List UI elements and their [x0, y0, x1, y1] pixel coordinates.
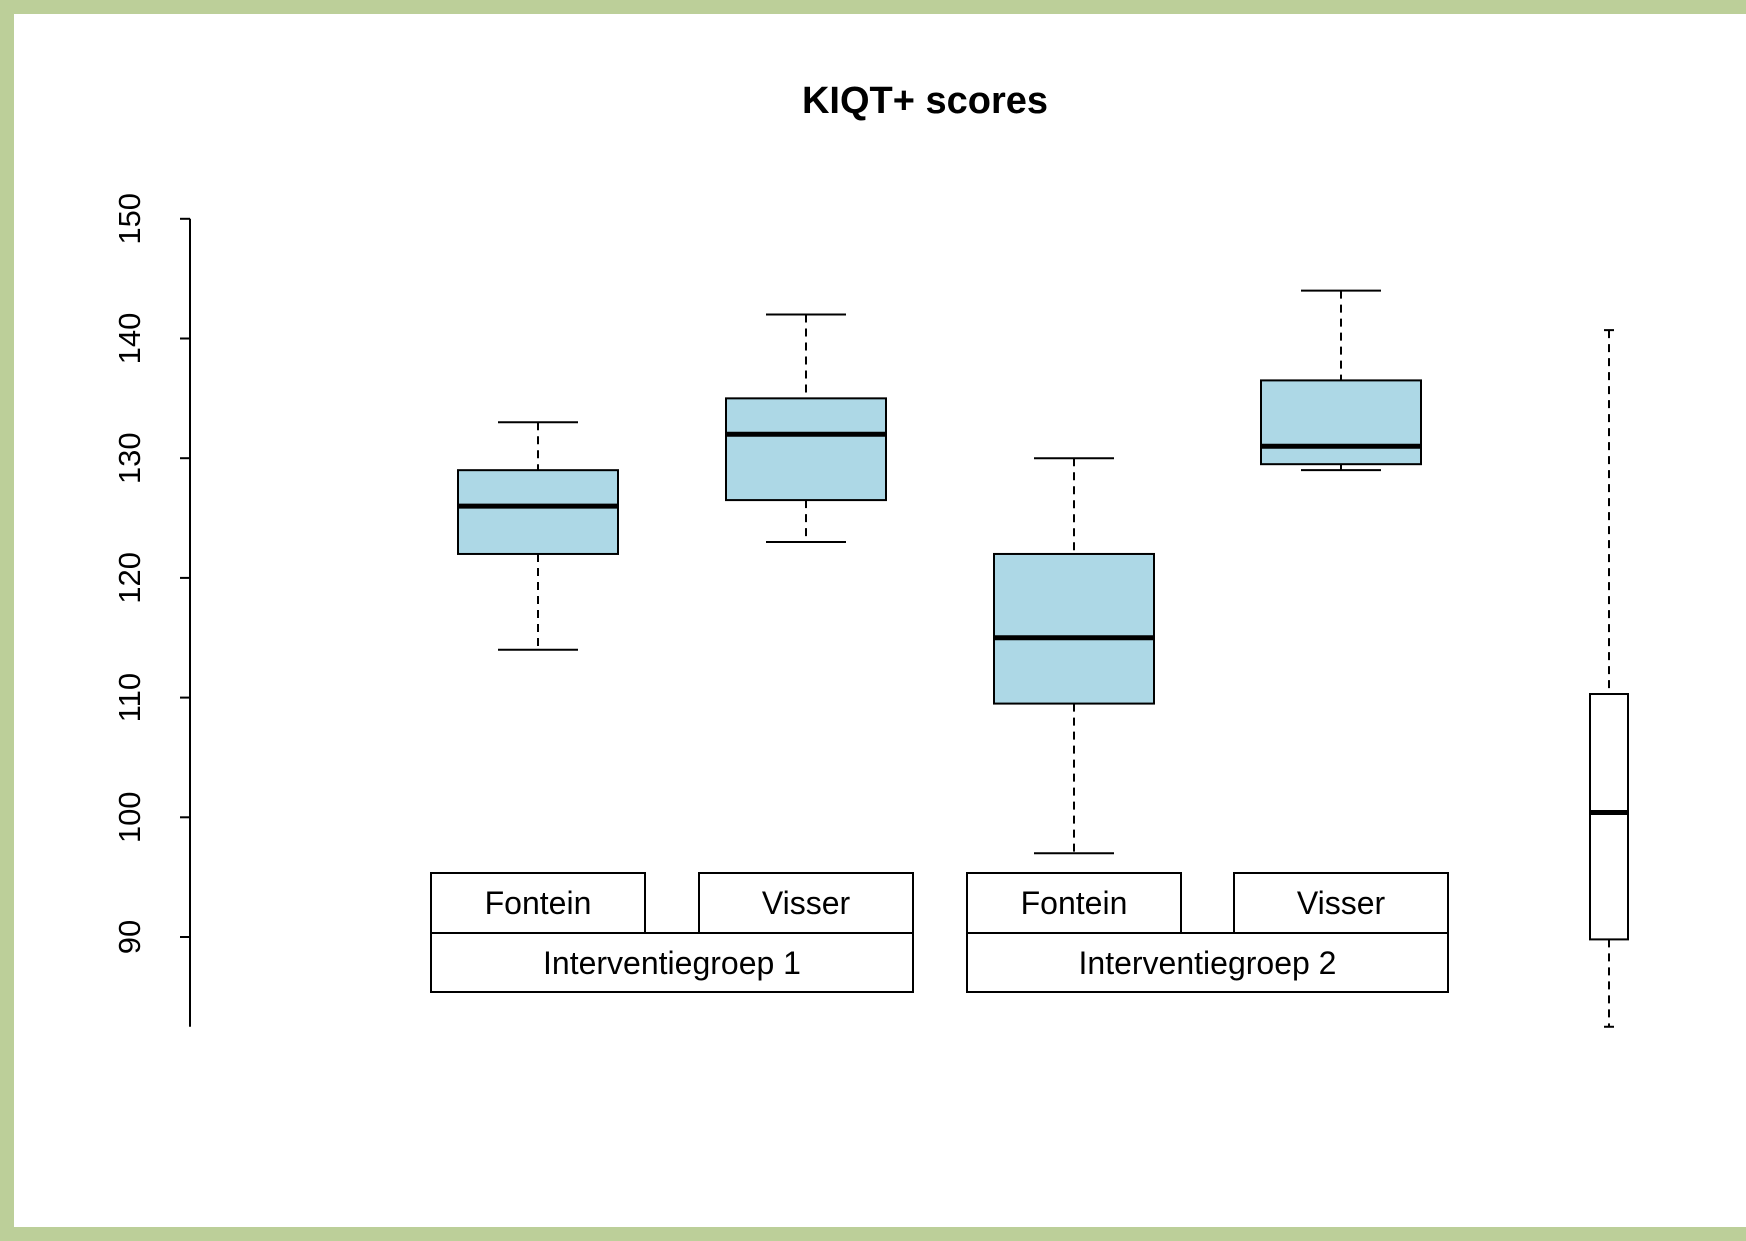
iqr-box [1589, 693, 1629, 941]
box-4 [1260, 289, 1422, 472]
sub-label-box [1233, 872, 1449, 934]
category-labels-layer: Fontein Visser Interventiegroep 1 Fontein Vi… [430, 872, 1449, 993]
y-axis: 90 100 110 120 130 140 150 [112, 193, 191, 1027]
box-2 [725, 313, 887, 543]
iqr-box [1260, 379, 1422, 466]
sub-label: Visser [1297, 885, 1386, 921]
sub-label: Fontein [1021, 885, 1128, 921]
group-label-box [966, 932, 1449, 993]
y-tick-label: 150 [112, 193, 147, 245]
y-tick-label: 140 [112, 313, 147, 365]
y-tick-label: 120 [112, 552, 147, 604]
iqr-box [457, 469, 619, 555]
y-tick-label: 130 [112, 432, 147, 484]
sub-label-box [698, 872, 914, 934]
box-5 [1589, 329, 1629, 1028]
y-tick-label: 100 [112, 791, 147, 843]
y-tick-label: 110 [112, 673, 147, 722]
box-3 [993, 457, 1155, 855]
sub-label: Visser [762, 885, 851, 921]
y-tick-label: 90 [112, 920, 147, 954]
boxes-layer [457, 289, 1629, 1028]
chart-title: KIQT+ scores [802, 80, 1048, 122]
sub-label-box [966, 872, 1182, 934]
iqr-box [725, 397, 887, 502]
group-label: Interventiegroep 1 [543, 945, 801, 981]
group-label: Interventiegroep 2 [1079, 945, 1337, 981]
group-label-box [430, 932, 914, 993]
iqr-box [993, 552, 1155, 705]
sub-label: Fontein [485, 885, 592, 921]
sub-label-box [430, 872, 646, 934]
box-1 [457, 421, 619, 651]
